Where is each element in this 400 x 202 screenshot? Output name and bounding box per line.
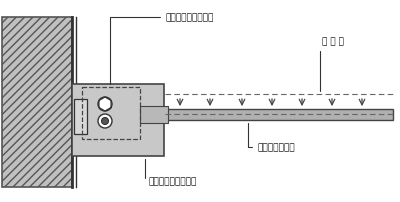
- Bar: [2, 18, 72, 187]
- Text: コンクリート壁面材: コンクリート壁面材: [110, 14, 214, 85]
- Text: スライド可能量: スライド可能量: [248, 123, 296, 152]
- Circle shape: [98, 115, 112, 128]
- Bar: [140, 106, 168, 123]
- Circle shape: [98, 98, 112, 112]
- Bar: [72, 85, 164, 156]
- Circle shape: [102, 118, 108, 125]
- Bar: [74, 100, 87, 134]
- Text: スライドジョイント: スライドジョイント: [145, 159, 197, 186]
- Bar: [76, 109, 393, 120]
- Bar: [82, 87, 140, 139]
- Text: 補 強 材: 補 強 材: [320, 37, 344, 92]
